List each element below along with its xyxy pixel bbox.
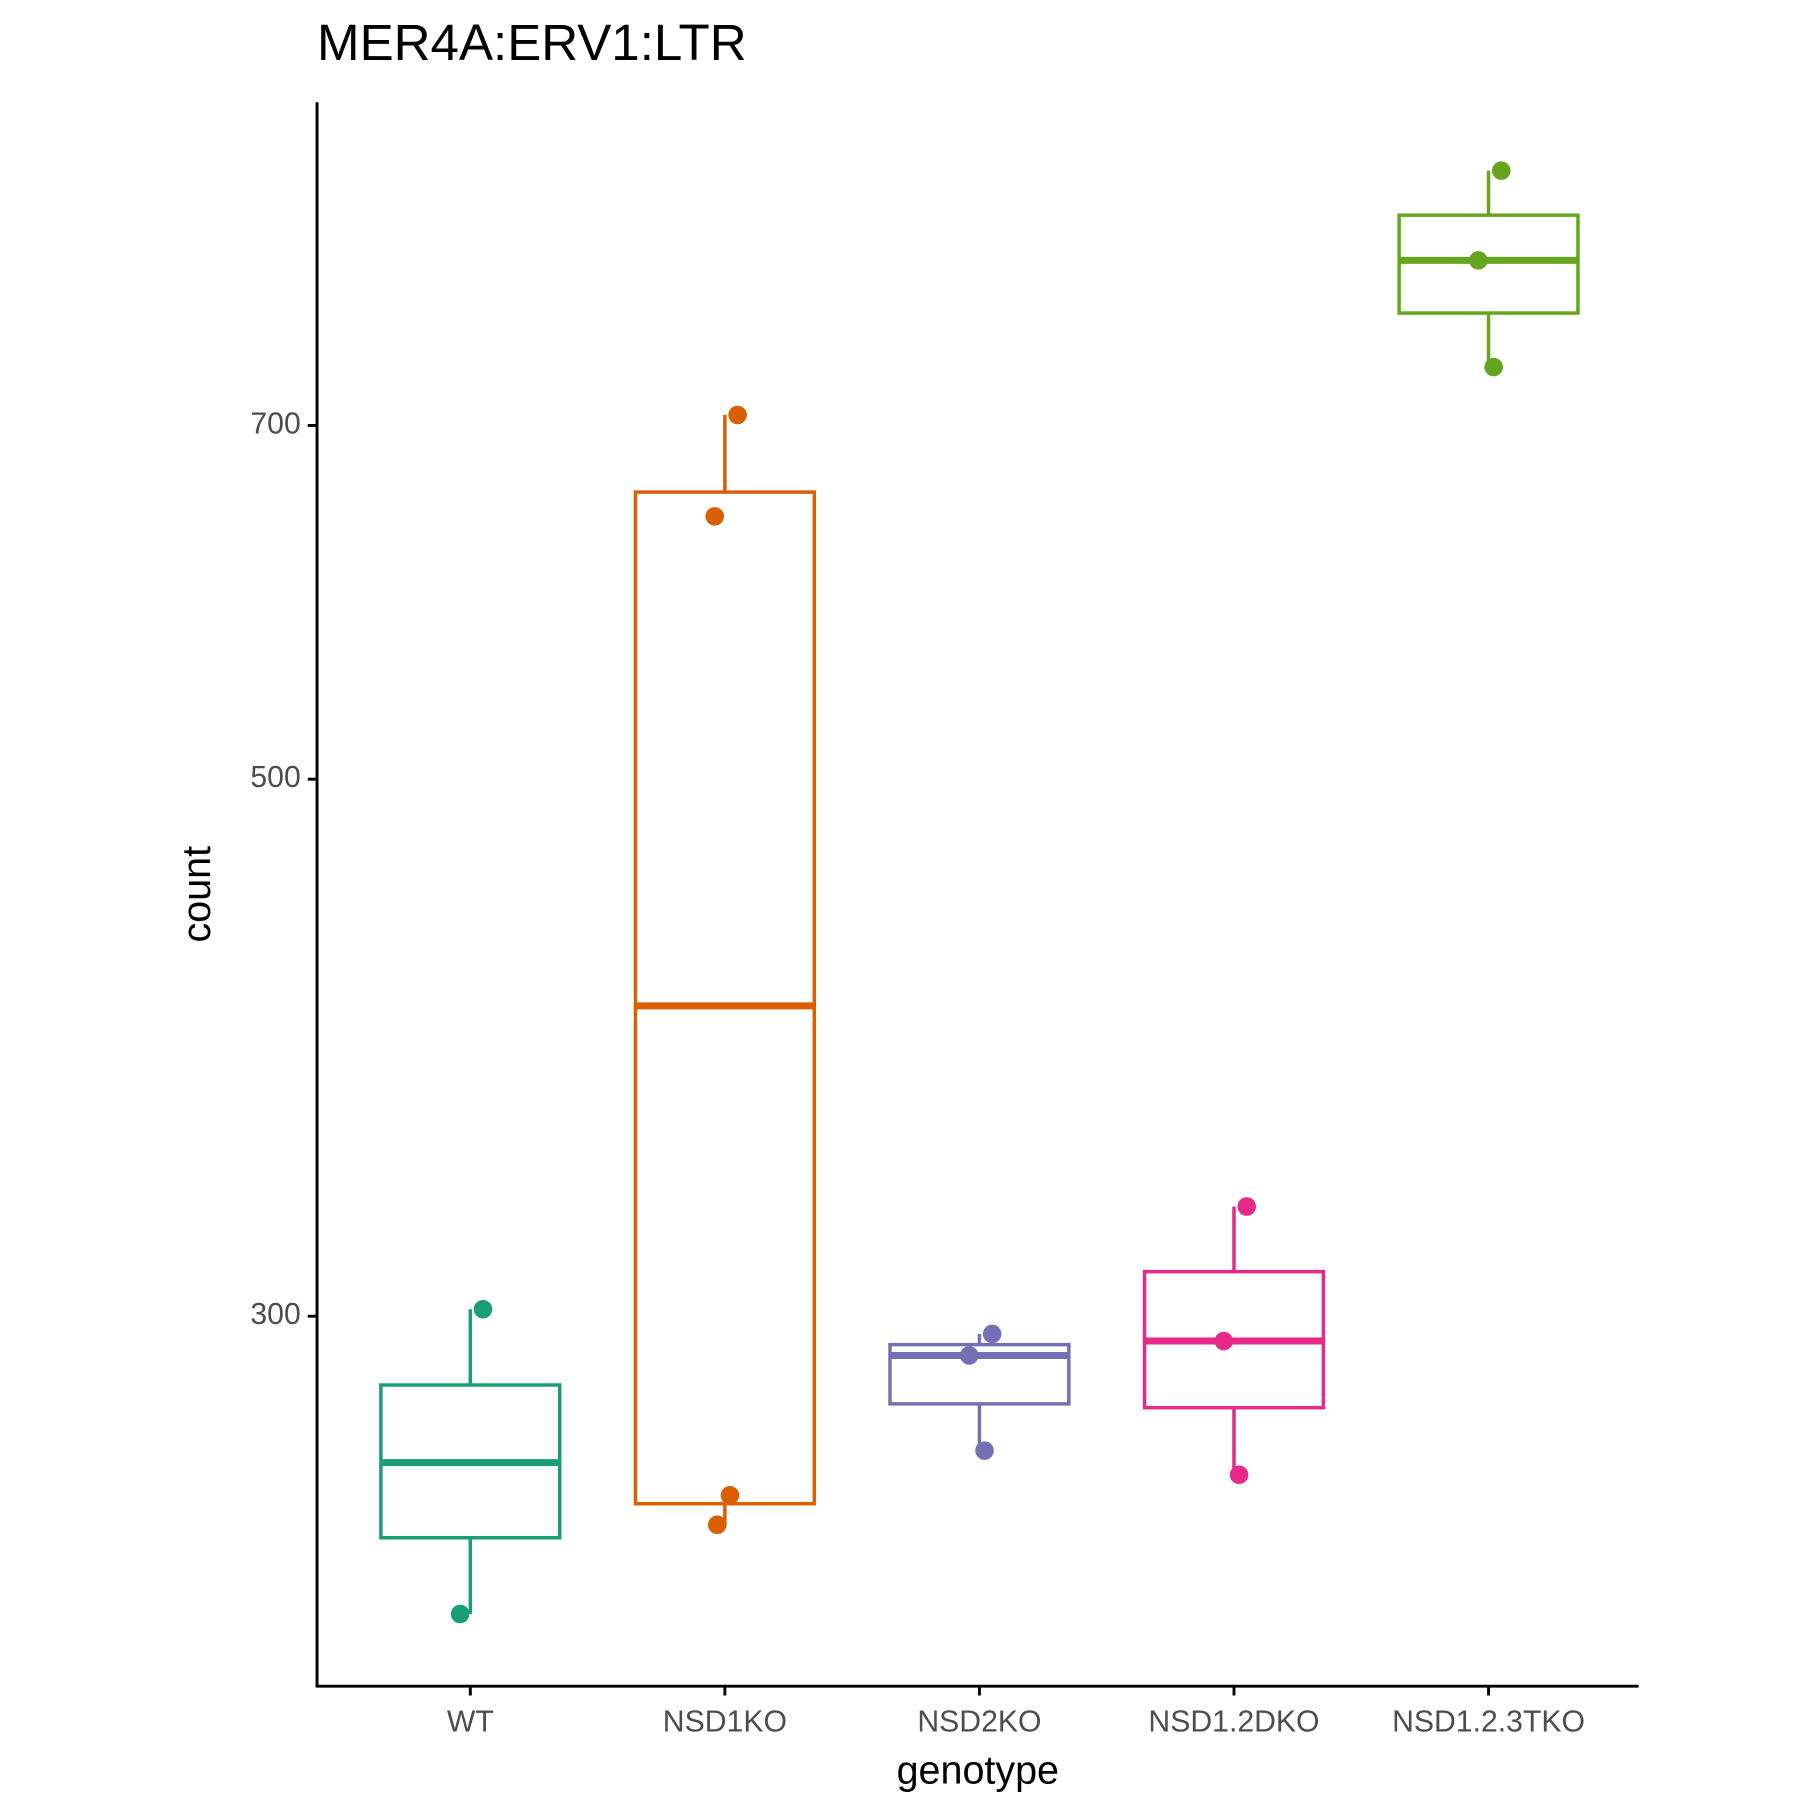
point: [720, 1486, 740, 1505]
x-tick-label: NSD1.2DKO: [1148, 1705, 1319, 1738]
x-tick-label: NSD1KO: [663, 1705, 787, 1738]
box: [633, 490, 817, 1506]
point: [473, 1299, 493, 1319]
point: [450, 1604, 470, 1624]
x-axis-label: genotype: [897, 1749, 1059, 1793]
box: [888, 1342, 1071, 1406]
box: [1397, 213, 1580, 315]
point: [707, 1515, 727, 1535]
point: [1484, 357, 1503, 377]
point: [959, 1346, 979, 1365]
point: [1214, 1331, 1234, 1351]
point: [982, 1324, 1002, 1344]
y-tick-label: 300: [250, 1298, 300, 1331]
x-tick-label: NSD1.2.3TKO: [1392, 1705, 1585, 1738]
x-tick-label: NSD2KO: [917, 1705, 1041, 1738]
point: [705, 507, 724, 526]
y-tick-label: 500: [250, 761, 300, 794]
x-tick-label: WT: [447, 1705, 494, 1738]
y-axis-label: count: [175, 846, 219, 943]
point: [1491, 161, 1511, 180]
chart-title: MER4A:ERV1:LTR: [317, 14, 747, 71]
point: [1469, 251, 1488, 270]
point: [975, 1441, 994, 1460]
point: [1229, 1465, 1249, 1485]
point: [1237, 1197, 1257, 1216]
point: [728, 405, 747, 425]
y-tick-label: 700: [250, 407, 300, 440]
